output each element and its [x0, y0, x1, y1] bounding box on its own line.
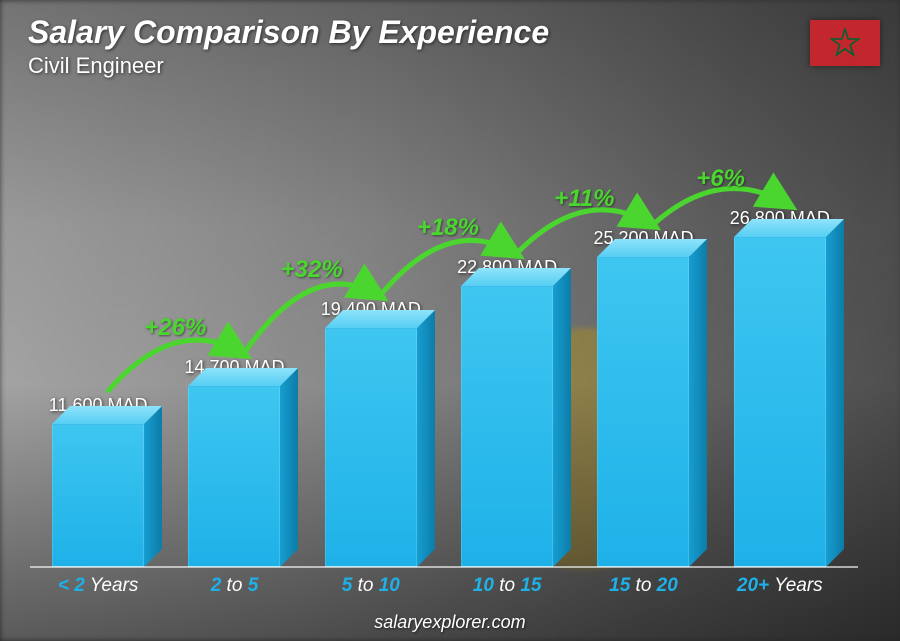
bar-column: 19,400 MAD: [303, 120, 439, 567]
x-axis-label: 10 to 15: [439, 575, 575, 597]
x-axis-label: < 2 Years: [30, 575, 166, 597]
bar-chart: 11,600 MAD14,700 MAD19,400 MAD22,800 MAD…: [30, 120, 848, 567]
bar-column: 11,600 MAD: [30, 120, 166, 567]
content-root: Salary Comparison By Experience Civil En…: [0, 0, 900, 641]
x-axis: < 2 Years2 to 55 to 1010 to 1515 to 2020…: [30, 575, 848, 597]
page-subtitle: Civil Engineer: [28, 53, 549, 79]
x-axis-label: 15 to 20: [575, 575, 711, 597]
x-axis-label: 20+ Years: [712, 575, 848, 597]
x-axis-label: 2 to 5: [166, 575, 302, 597]
x-axis-label: 5 to 10: [303, 575, 439, 597]
bar: [188, 386, 280, 567]
bar-column: 26,800 MAD: [712, 120, 848, 567]
page-title: Salary Comparison By Experience: [28, 14, 549, 51]
bar: [734, 237, 826, 567]
country-flag-morocco: [810, 20, 880, 66]
footer-credit: salaryexplorer.com: [0, 612, 900, 633]
bar: [597, 257, 689, 567]
bar-column: 22,800 MAD: [439, 120, 575, 567]
header: Salary Comparison By Experience Civil En…: [28, 14, 549, 79]
bar: [52, 424, 144, 567]
baseline: [30, 566, 858, 568]
bar: [461, 286, 553, 567]
bar-column: 25,200 MAD: [575, 120, 711, 567]
bar: [325, 328, 417, 567]
bar-column: 14,700 MAD: [166, 120, 302, 567]
flag-star-icon: [830, 28, 860, 58]
